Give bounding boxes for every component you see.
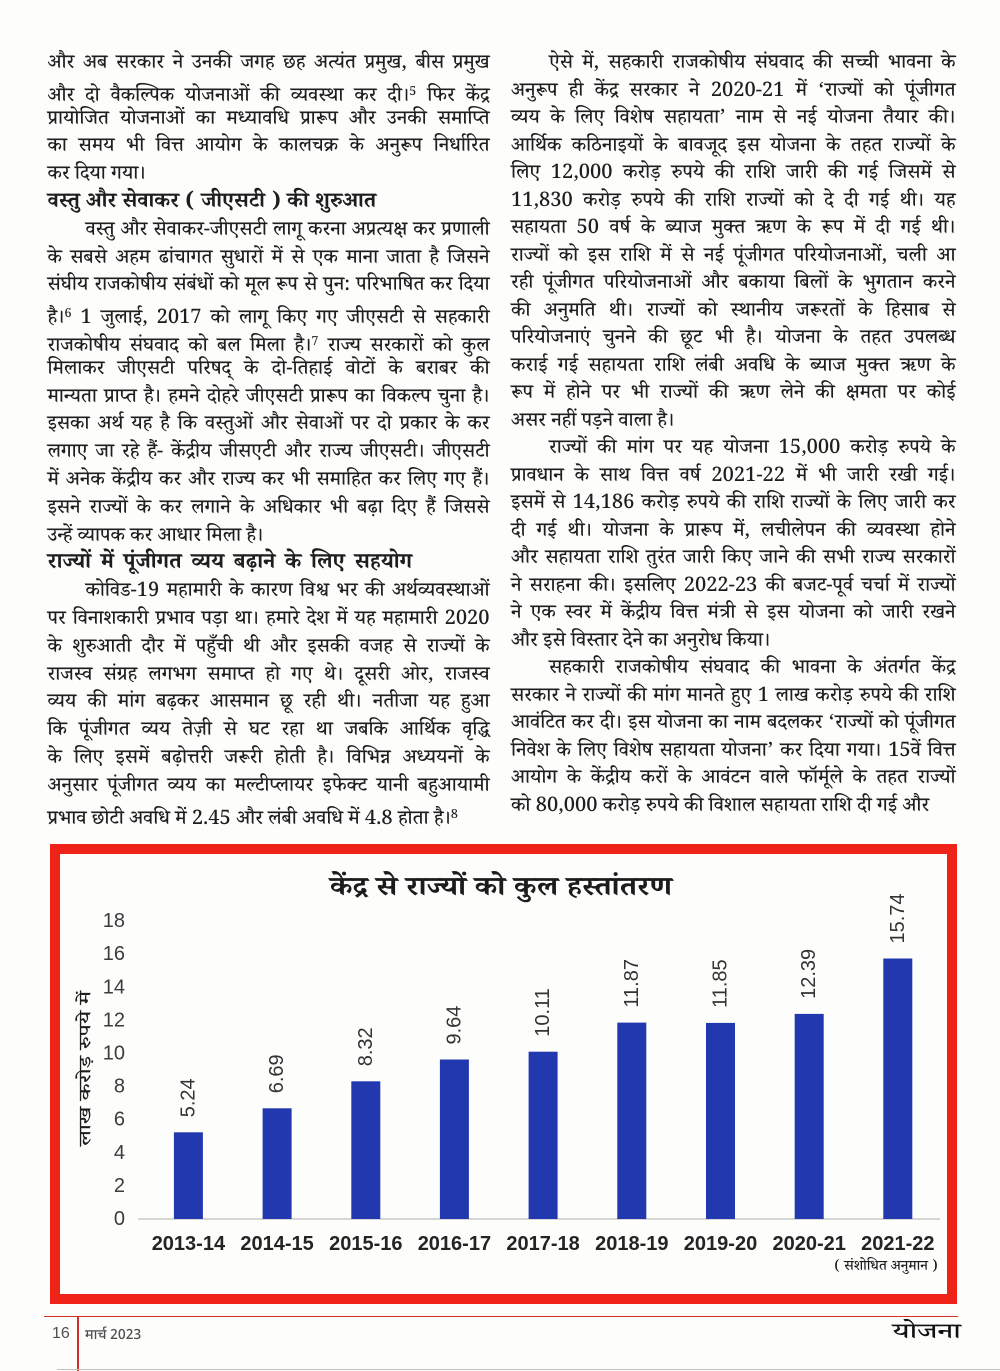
svg-text:2018-19: 2018-19 bbox=[595, 1233, 668, 1255]
svg-text:केंद्र से राज्यों को कुल हस्ता: केंद्र से राज्यों को कुल हस्तांतरण bbox=[328, 870, 675, 912]
svg-text:6.69: 6.69 bbox=[266, 1054, 288, 1093]
svg-text:( संशोधित अनुमान ): ( संशोधित अनुमान ) bbox=[834, 1256, 938, 1280]
svg-text:2015-16: 2015-16 bbox=[329, 1233, 402, 1255]
svg-text:4: 4 bbox=[114, 1142, 125, 1164]
svg-text:लाख करोड़ रुपये में: लाख करोड़ रुपये में bbox=[75, 989, 102, 1147]
svg-text:14: 14 bbox=[103, 976, 125, 998]
svg-text:9.64: 9.64 bbox=[443, 1006, 465, 1045]
svg-text:8: 8 bbox=[114, 1076, 125, 1098]
svg-text:10.11: 10.11 bbox=[532, 988, 554, 1037]
svg-text:2019-20: 2019-20 bbox=[684, 1233, 757, 1255]
svg-text:10: 10 bbox=[103, 1043, 125, 1065]
svg-text:2017-18: 2017-18 bbox=[506, 1233, 579, 1255]
svg-text:5.24: 5.24 bbox=[177, 1078, 199, 1117]
svg-text:2: 2 bbox=[114, 1175, 125, 1197]
svg-text:18: 18 bbox=[103, 910, 125, 932]
svg-text:2014-15: 2014-15 bbox=[240, 1233, 313, 1255]
svg-text:2020-21: 2020-21 bbox=[772, 1233, 845, 1255]
svg-text:11.87: 11.87 bbox=[621, 959, 643, 1008]
svg-text:16: 16 bbox=[103, 943, 125, 965]
svg-text:2016-17: 2016-17 bbox=[418, 1233, 491, 1255]
svg-text:15.74: 15.74 bbox=[887, 893, 909, 943]
svg-text:8.32: 8.32 bbox=[355, 1027, 377, 1066]
svg-text:0: 0 bbox=[114, 1208, 125, 1230]
svg-text:2021-22: 2021-22 bbox=[861, 1233, 934, 1255]
svg-text:2013-14: 2013-14 bbox=[152, 1233, 226, 1255]
svg-text:12.39: 12.39 bbox=[798, 949, 820, 999]
svg-text:11.85: 11.85 bbox=[710, 959, 732, 1008]
svg-text:12: 12 bbox=[103, 1009, 125, 1031]
svg-text:6: 6 bbox=[114, 1109, 125, 1131]
